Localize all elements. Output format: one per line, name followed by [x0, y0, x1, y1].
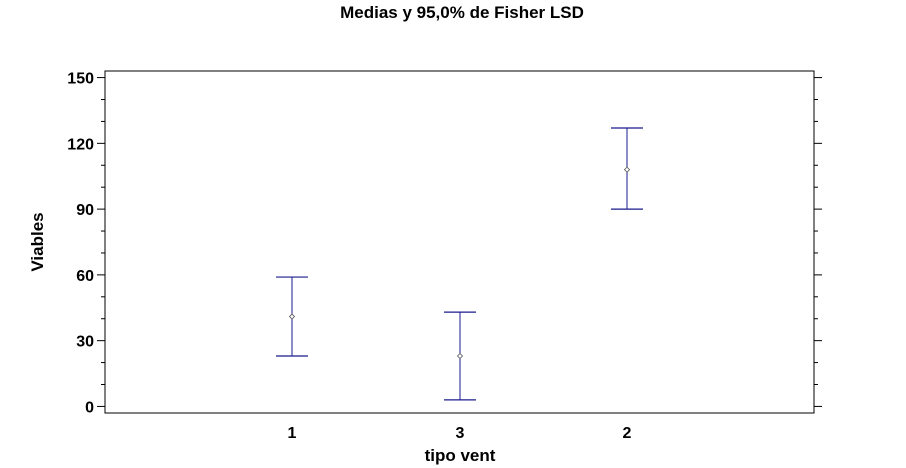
y-tick-label: 90 [76, 202, 94, 219]
y-tick-label: 150 [67, 71, 94, 88]
x-tick-label: 2 [623, 425, 632, 442]
chart-title: Medias y 95,0% de Fisher LSD [340, 3, 584, 22]
x-tick-label: 1 [288, 425, 297, 442]
y-tick-label: 60 [76, 268, 94, 285]
y-axis-label: Viables [28, 212, 47, 271]
interval-3 [444, 311, 476, 401]
interval-2 [611, 127, 643, 210]
mean-point [456, 352, 464, 360]
plot-area [104, 70, 815, 414]
x-axis: 1 3 2 [288, 425, 632, 442]
x-axis-label: tipo vent [425, 446, 496, 465]
y-axis: 0 30 60 90 120 150 [67, 71, 822, 416]
y-tick-label: 120 [67, 136, 94, 153]
y-tick-label: 0 [85, 399, 94, 416]
x-tick-label: 3 [456, 425, 465, 442]
interval-series [276, 127, 643, 401]
y-tick-label: 30 [76, 334, 94, 351]
interval-1 [276, 276, 308, 357]
mean-point [623, 166, 631, 173]
mean-point [288, 313, 296, 320]
